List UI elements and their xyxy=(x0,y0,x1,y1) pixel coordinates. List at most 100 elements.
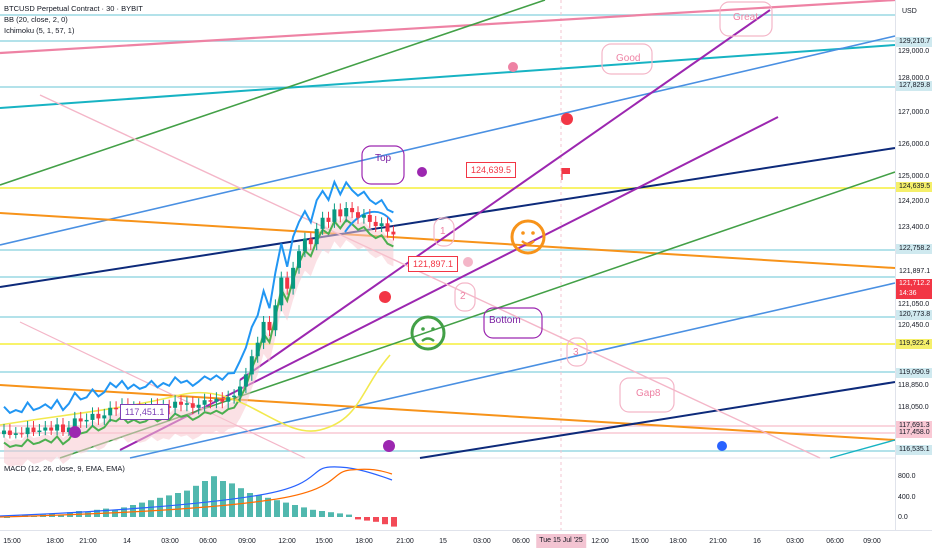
trend-orange-upper xyxy=(0,212,896,269)
event-flag-us-icon xyxy=(717,441,727,451)
note-great: Great xyxy=(733,12,759,23)
note-num-2: 2 xyxy=(460,291,466,302)
bb-legend[interactable]: BB (20, close, 2, 0) xyxy=(4,15,68,24)
price-tag: 121,712.2 xyxy=(896,279,932,289)
candle-body xyxy=(31,427,36,433)
trend-navy-upper xyxy=(0,147,896,288)
candle-body xyxy=(96,413,101,419)
macd-legend[interactable]: MACD (12, 26, close, 9, EMA, EMA) xyxy=(4,464,125,473)
price-tick: 125,000.0 xyxy=(898,173,930,180)
time-tick: 21:00 xyxy=(396,538,414,545)
candle-body xyxy=(385,223,390,232)
hand-purple-icon xyxy=(69,426,81,438)
macd-histogram-bar xyxy=(112,509,118,517)
trend-navy-lower xyxy=(419,381,896,459)
note-top: Top xyxy=(375,153,392,164)
candle-body xyxy=(249,356,254,375)
price-tick: 121,050.0 xyxy=(898,301,930,308)
candle-body xyxy=(114,407,119,410)
candle-body xyxy=(208,400,213,402)
macd-histogram-bar xyxy=(355,517,361,520)
hand-pink-small-icon xyxy=(463,257,473,267)
trend-orange-lower xyxy=(0,384,896,441)
time-tick: 09:00 xyxy=(238,538,256,545)
candle-body xyxy=(55,424,60,431)
macd-histogram-bar xyxy=(58,514,64,517)
price-tag: 120,773.8 xyxy=(896,310,932,320)
event-lightning-icon xyxy=(383,440,395,452)
candle-body xyxy=(297,251,301,268)
hand-pointer-icon xyxy=(561,113,573,125)
candle-body xyxy=(13,433,18,435)
bubble-num-3 xyxy=(566,337,588,367)
ichimoku-cloud-area xyxy=(4,213,394,467)
time-tick: 18:00 xyxy=(355,538,373,545)
candle-body xyxy=(308,238,313,245)
macd-tick: 800.0 xyxy=(898,473,916,480)
price-tag: 122,758.2 xyxy=(896,244,932,254)
bubble-bottom xyxy=(483,307,543,339)
smiley-happy-icon-eye-left xyxy=(521,231,525,235)
price-tick: 126,000.0 xyxy=(898,141,930,148)
ichimoku-legend[interactable]: Ichimoku (5, 1, 57, 1) xyxy=(4,26,75,35)
macd-tick: 0.0 xyxy=(898,514,908,521)
bubble-top xyxy=(361,145,405,185)
price-tick: 124,200.0 xyxy=(898,198,930,205)
price-axis[interactable]: USD 129,000.0 128,000.0 127,000.0 126,000.0… xyxy=(895,0,932,530)
symbol-legend[interactable]: BTCUSD Perpetual Contract · 30 · BYBIT xyxy=(4,4,143,13)
bubble-great xyxy=(719,1,773,37)
smiley-happy-icon xyxy=(510,219,546,255)
macd-histogram-bar xyxy=(256,495,262,517)
bb-middle-band xyxy=(3,218,394,449)
macd-histogram-bar xyxy=(346,514,352,517)
candle-body xyxy=(332,209,337,222)
time-tick: 15 xyxy=(439,538,447,545)
flag-icon xyxy=(562,168,570,174)
candle-body xyxy=(350,207,355,213)
time-tick: 18:00 xyxy=(46,538,64,545)
price-tag: 119,922.4 xyxy=(896,339,932,349)
price-tick: 118,850.0 xyxy=(898,382,929,389)
macd-histogram-bar xyxy=(373,517,379,522)
candle-body xyxy=(255,342,260,357)
bubble-good xyxy=(601,43,653,75)
time-axis[interactable]: 15:00 18:00 21:00 14 03:00 06:00 09:00 12:00 15:… xyxy=(0,530,932,550)
smiley-happy-icon-eye-right xyxy=(531,231,535,235)
macd-histogram-bar xyxy=(364,517,370,521)
price-tag: 127,829.8 xyxy=(896,81,932,91)
price-tick: 127,000.0 xyxy=(898,109,930,116)
macd-histogram-bar xyxy=(382,517,388,525)
candle-body xyxy=(72,418,77,428)
time-tick: 03:00 xyxy=(473,538,491,545)
time-tick: 03:00 xyxy=(786,538,804,545)
price-tag: 14:36 xyxy=(896,289,932,299)
macd-histogram-bar xyxy=(265,497,271,517)
candle-body xyxy=(25,427,30,435)
macd-histogram-bar xyxy=(292,505,298,517)
candle-body xyxy=(49,427,54,431)
candle-body xyxy=(19,433,24,435)
trend-green-upper xyxy=(0,0,546,186)
price-tag: 124,639.5 xyxy=(896,182,932,192)
price-tag: 119,090.9 xyxy=(896,368,932,378)
candle-body xyxy=(267,321,272,331)
note-gap: Gap8 xyxy=(636,388,661,399)
trend-blue-upper xyxy=(0,35,896,246)
candle-body xyxy=(173,401,178,408)
macd-histogram-bar xyxy=(247,493,253,517)
macd-histogram-bar xyxy=(220,481,226,517)
macd-histogram-bar xyxy=(211,476,217,517)
price-label-121897: 121,897.1 xyxy=(408,256,459,272)
trend-cyan-upper xyxy=(0,44,896,109)
price-tick: 118,050.0 xyxy=(898,404,929,411)
time-axis-date-tag: Tue 15 Jul '25 xyxy=(536,534,586,548)
macd-histogram-bar xyxy=(283,502,289,517)
macd-signal-line xyxy=(0,468,393,518)
time-tick: 03:00 xyxy=(161,538,179,545)
price-label-117451: 117,451.1 xyxy=(120,404,170,420)
hand-pink-icon xyxy=(508,62,518,72)
macd-histogram-bar xyxy=(238,488,244,517)
time-tick: 06:00 xyxy=(826,538,844,545)
